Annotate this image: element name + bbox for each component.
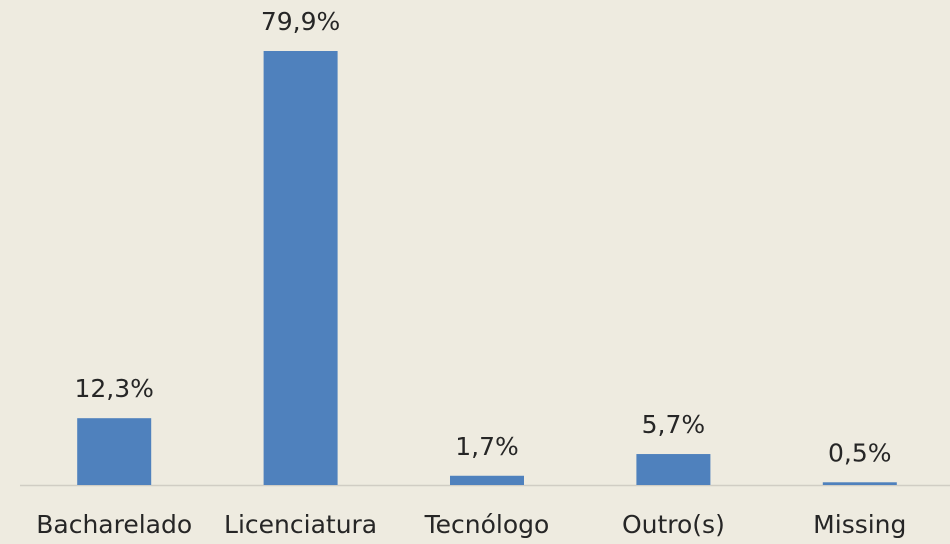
- bar: [77, 418, 152, 485]
- bar: [822, 482, 897, 485]
- data-label: 79,9%: [261, 7, 340, 36]
- data-label: 0,5%: [828, 438, 892, 467]
- data-label: 5,7%: [642, 410, 706, 439]
- bar: [450, 475, 524, 485]
- x-tick-label: Bacharelado: [36, 510, 192, 539]
- data-label: 1,7%: [455, 432, 519, 461]
- x-tick-label: Outro(s): [622, 510, 725, 539]
- bar: [636, 454, 711, 485]
- bar: [263, 51, 338, 485]
- x-tick-label: Missing: [813, 510, 906, 539]
- data-label: 12,3%: [74, 374, 153, 403]
- x-tick-label: Tecnólogo: [424, 510, 550, 539]
- x-tick-label: Licenciatura: [224, 510, 377, 539]
